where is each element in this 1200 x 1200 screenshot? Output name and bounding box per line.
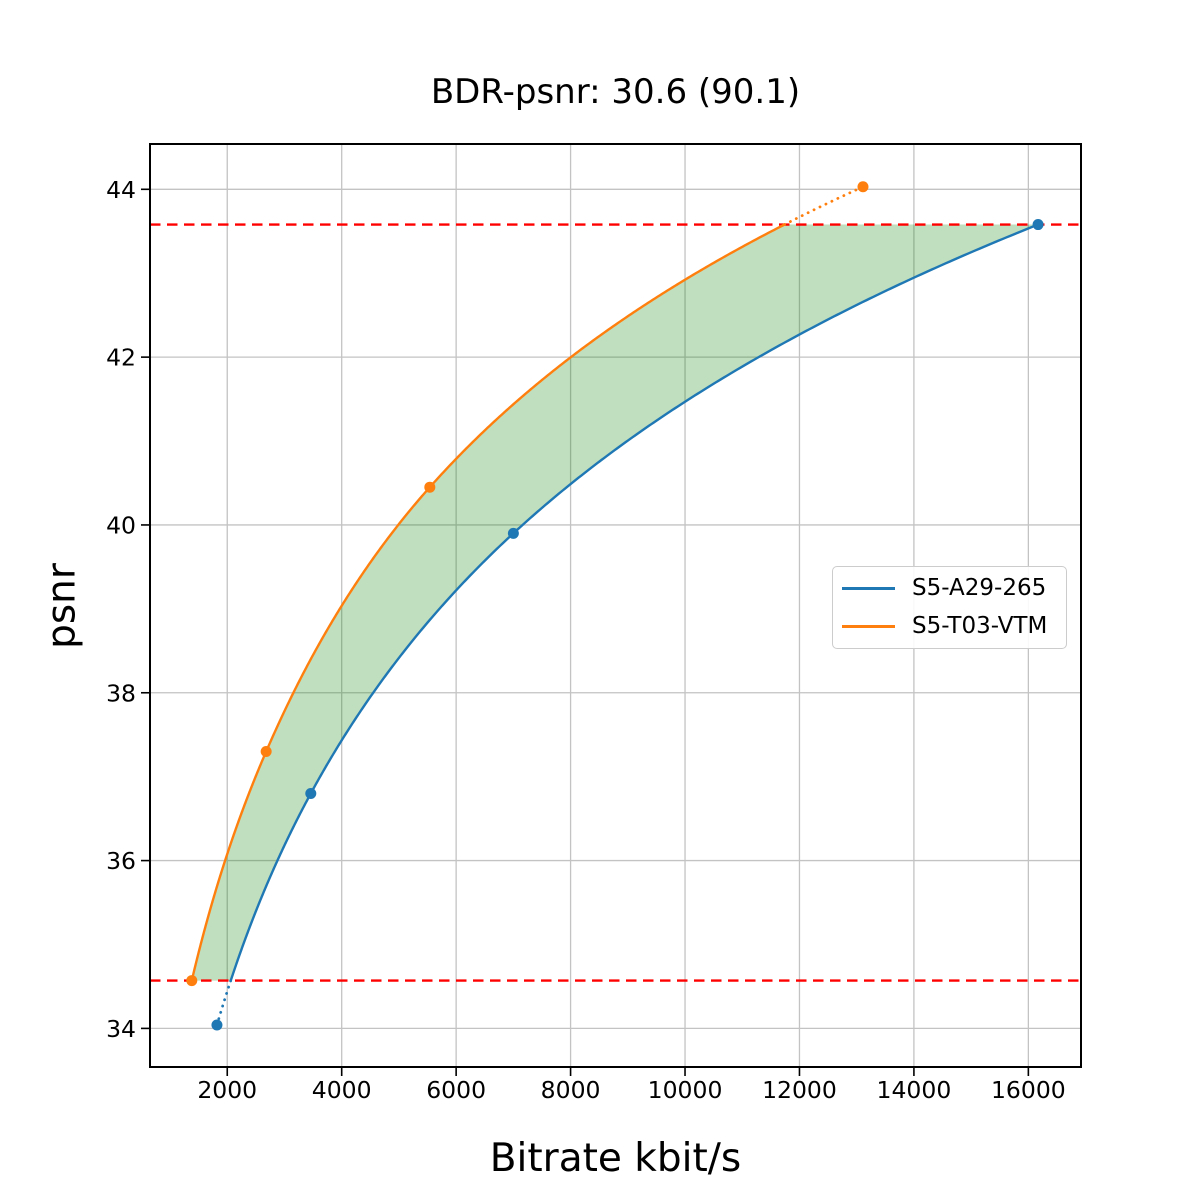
data-point-s5-t03-vtm xyxy=(857,181,869,193)
y-tick-label: 44 xyxy=(106,176,136,204)
x-tick-label: 8000 xyxy=(541,1076,601,1104)
y-tick-label: 34 xyxy=(106,1015,136,1043)
data-point-s5-t03-vtm xyxy=(260,746,272,758)
x-tick-label: 12000 xyxy=(762,1076,837,1104)
legend-entry-s5-a29-265: S5-A29-265 xyxy=(833,574,1066,604)
chart-title: BDR-psnr: 30.6 (90.1) xyxy=(430,72,801,112)
curve-dotted-s5-t03-vtm xyxy=(783,185,865,226)
data-point-s5-t03-vtm xyxy=(186,975,198,987)
axes-spines xyxy=(149,143,1082,1068)
x-tick-label: 6000 xyxy=(426,1076,486,1104)
x-axis-label: Bitrate kbit/s xyxy=(489,1136,742,1181)
x-tick-label: 4000 xyxy=(312,1076,372,1104)
x-tick-label: 16000 xyxy=(991,1076,1066,1104)
legend-label: S5-A29-265 xyxy=(912,575,1047,601)
x-tick-label: 14000 xyxy=(877,1076,952,1104)
data-point-s5-a29-265 xyxy=(1032,219,1044,231)
legend-label: S5-T03-VTM xyxy=(912,613,1048,639)
y-tick-label: 40 xyxy=(106,511,136,539)
curve-dotted-s5-a29-265 xyxy=(215,979,233,1027)
curve-s5-a29-265 xyxy=(229,223,1039,981)
y-axis-label: psnr xyxy=(39,563,85,649)
data-point-s5-a29-265 xyxy=(507,527,519,539)
y-tick-label: 36 xyxy=(106,847,136,875)
y-tick-label: 42 xyxy=(106,344,136,372)
data-point-s5-t03-vtm xyxy=(424,481,436,493)
data-point-s5-a29-265 xyxy=(211,1019,223,1031)
y-tick-label: 38 xyxy=(106,679,136,707)
x-tick-label: 10000 xyxy=(648,1076,723,1104)
legend-line-sample-blue xyxy=(842,587,895,590)
x-tick-label: 2000 xyxy=(197,1076,257,1104)
data-point-s5-a29-265 xyxy=(305,787,317,799)
legend-entry-s5-t03-vtm: S5-T03-VTM xyxy=(833,612,1066,642)
legend: S5-A29-265 S5-T03-VTM xyxy=(832,566,1067,649)
legend-line-sample-orange xyxy=(842,625,895,628)
curve-s5-t03-vtm xyxy=(190,223,786,981)
bd-overlap-fill xyxy=(191,224,1039,981)
